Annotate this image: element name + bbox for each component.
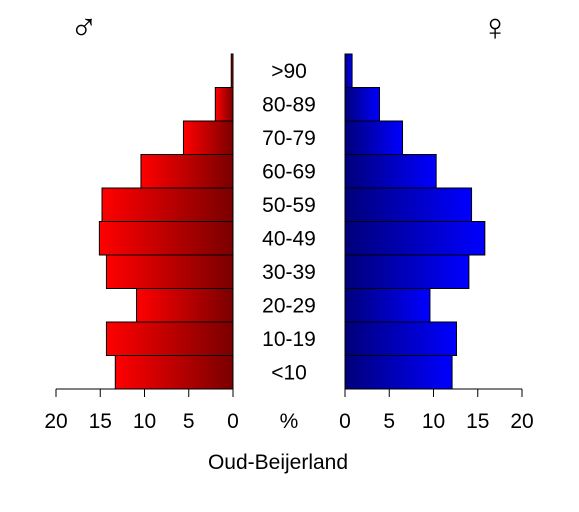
bar-female-8 (344, 87, 381, 122)
bar-female-0 (344, 355, 453, 390)
category-label-4: 40-49 (262, 227, 316, 250)
bar-female-5 (344, 187, 473, 222)
bar-female-9 (344, 53, 353, 88)
category-label-6: 60-69 (262, 160, 316, 183)
female-tick-label-1: 5 (383, 410, 395, 433)
male-tick-label-0: 0 (227, 410, 239, 433)
male-tick-label-4: 20 (44, 410, 67, 433)
bar-male-7 (182, 120, 234, 155)
category-labels: <10 10-19 20-29 30-39 40-49 50-59 60-69 70-79 80… (262, 60, 316, 385)
bar-male-6 (140, 154, 234, 189)
female-symbol: ♀ (481, 7, 510, 49)
bar-male-1 (105, 321, 234, 356)
bar-female-7 (344, 120, 404, 155)
female-tick-label-0: 0 (339, 410, 351, 433)
bar-female-3 (344, 254, 470, 289)
category-label-7: 70-79 (262, 127, 316, 150)
bar-male-9 (230, 53, 234, 88)
bar-female-2 (344, 288, 431, 323)
female-tick-label-2: 10 (422, 410, 445, 433)
male-symbol: ♂ (70, 7, 99, 49)
bar-female-4 (344, 221, 486, 256)
bar-male-8 (214, 87, 234, 122)
bar-male-3 (105, 254, 234, 289)
chart-title: Oud-Beijerland (208, 451, 348, 474)
bar-male-4 (98, 221, 234, 256)
female-tick-label-4: 20 (510, 410, 533, 433)
bar-female-1 (344, 321, 458, 356)
bar-male-2 (136, 288, 234, 323)
unit-label: % (280, 410, 299, 433)
bar-female-6 (344, 154, 437, 189)
axes-group: 0 0 5 5 10 10 15 15 20 20 (44, 388, 534, 433)
category-label-9: >90 (271, 60, 307, 83)
bars-group (98, 53, 486, 390)
female-tick-label-3: 15 (466, 410, 489, 433)
male-tick-label-3: 15 (89, 410, 112, 433)
category-label-3: 30-39 (262, 261, 316, 284)
category-label-2: 20-29 (262, 294, 316, 317)
bar-male-0 (114, 355, 234, 390)
category-label-1: 10-19 (262, 328, 316, 351)
category-label-5: 50-59 (262, 194, 316, 217)
category-label-8: 80-89 (262, 93, 316, 116)
bar-male-5 (101, 187, 234, 222)
category-label-0: <10 (271, 361, 307, 384)
male-tick-label-1: 5 (183, 410, 195, 433)
male-tick-label-2: 10 (133, 410, 156, 433)
